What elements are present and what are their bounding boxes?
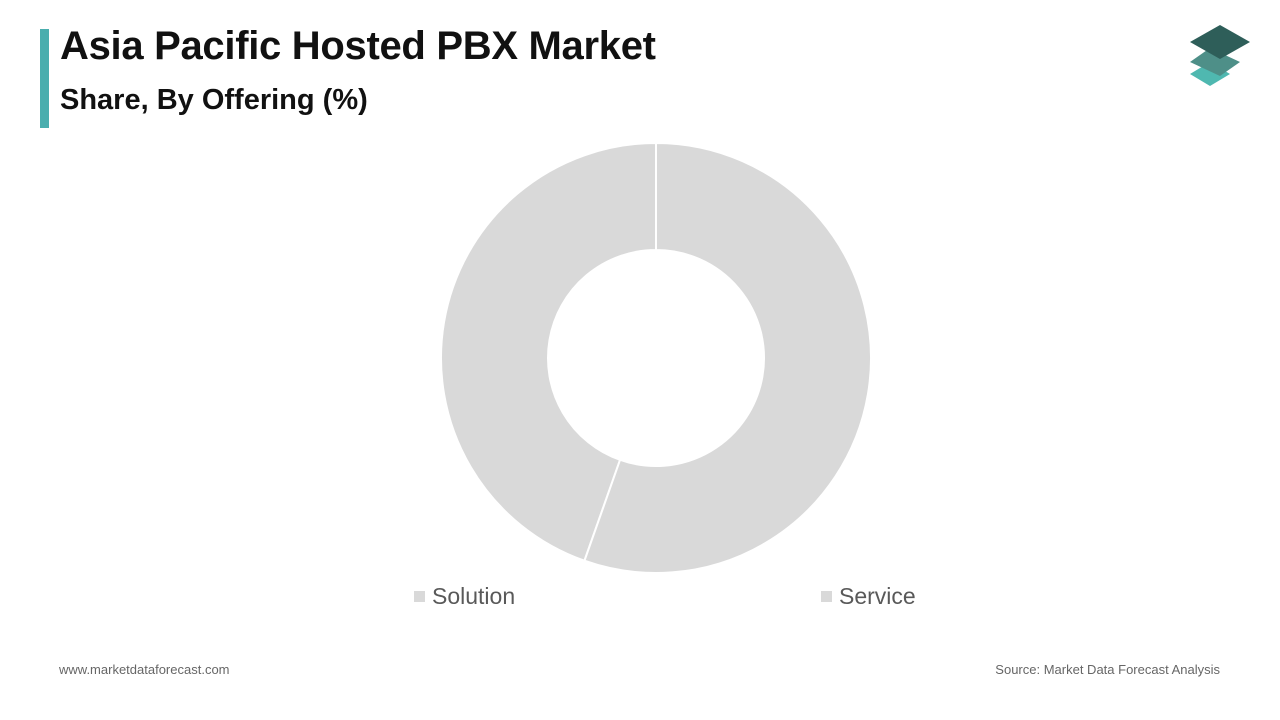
website-link[interactable]: www.marketdataforecast.com [59,662,230,677]
title-accent-bar [40,29,49,128]
donut-slice-service [583,141,872,574]
stacked-layers-icon [1190,25,1250,86]
legend-item-solution: Solution [414,582,515,610]
source-note: Source: Market Data Forecast Analysis [995,662,1220,677]
legend-swatch-service [821,590,832,602]
legend-swatch-solution [414,590,425,602]
legend-label-service: Service [839,582,916,609]
legend-label-solution: Solution [432,582,516,609]
legend-item-service: Service [821,582,916,610]
logo-layer-middle [1190,48,1240,76]
logo-layer-top [1190,25,1250,59]
chart-subtitle: Share, By Offering (%) [60,84,368,116]
chart-title: Asia Pacific Hosted PBX Market [60,24,656,68]
donut-slice-solution [440,141,657,563]
